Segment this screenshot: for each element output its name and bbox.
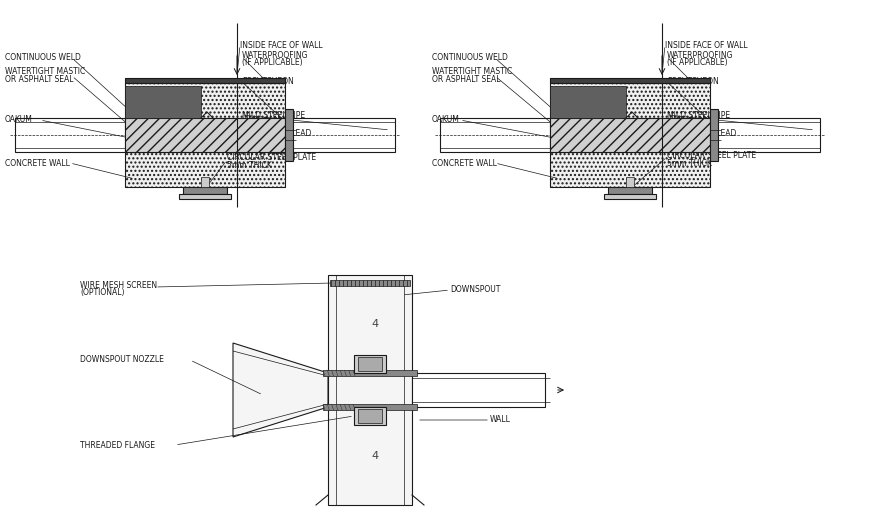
Text: OR ASPHALT SEAL: OR ASPHALT SEAL (5, 75, 74, 84)
Bar (440, 118, 550, 152)
Bar (125, 152, 285, 187)
Bar (358, 409, 382, 423)
Bar (710, 109, 718, 161)
Bar (354, 407, 386, 425)
Text: CONTINUOUS WELD: CONTINUOUS WELD (432, 53, 508, 62)
Bar (179, 194, 231, 199)
Bar (608, 187, 652, 194)
Text: 50mm DEEP LEAD: 50mm DEEP LEAD (242, 129, 312, 138)
Bar (323, 404, 417, 410)
Text: MILD STEEL PIPE: MILD STEEL PIPE (667, 111, 730, 119)
Bar (125, 83, 285, 118)
Bar (550, 152, 710, 187)
Text: CIRCULAR STEEL PLATE: CIRCULAR STEEL PLATE (227, 154, 316, 162)
Bar (550, 78, 710, 83)
Text: WALL: WALL (490, 416, 511, 424)
Bar (125, 78, 285, 83)
Bar (412, 373, 545, 407)
Bar (125, 118, 285, 152)
Bar (285, 118, 395, 152)
Text: (OPTIONAL): (OPTIONAL) (80, 288, 124, 297)
Text: 5mm THICK: 5mm THICK (227, 161, 272, 170)
Bar (15, 118, 125, 152)
Text: CONTINUOUS WELD: CONTINUOUS WELD (5, 53, 81, 62)
Text: (IF APPLICABLE): (IF APPLICABLE) (242, 58, 303, 68)
Text: INSIDE FACE OF WALL: INSIDE FACE OF WALL (240, 40, 323, 50)
Text: CIRCULAR STEEL PLATE: CIRCULAR STEEL PLATE (667, 151, 756, 160)
Bar (354, 355, 386, 373)
Text: CONCRETE WALL: CONCRETE WALL (5, 159, 70, 167)
Text: WATERTIGHT MASTIC: WATERTIGHT MASTIC (432, 68, 512, 76)
Text: OR ASPHALT SEAL: OR ASPHALT SEAL (432, 75, 501, 84)
Polygon shape (125, 86, 201, 118)
Bar (201, 177, 209, 187)
Bar (604, 194, 656, 199)
Bar (183, 187, 227, 194)
Text: 4: 4 (371, 319, 378, 329)
Bar (626, 177, 634, 187)
Bar (710, 118, 820, 152)
Text: WATERPROOFING: WATERPROOFING (667, 51, 734, 59)
Text: 5mm THICK: 5mm THICK (667, 159, 712, 167)
Text: OAKUM: OAKUM (5, 116, 33, 124)
Bar (550, 83, 710, 118)
Polygon shape (233, 343, 328, 437)
Polygon shape (550, 86, 626, 118)
Bar (323, 370, 417, 376)
Text: 4: 4 (371, 451, 378, 461)
Bar (358, 357, 382, 371)
Text: ESCUTCHEON: ESCUTCHEON (242, 77, 294, 87)
Bar (328, 275, 412, 505)
Text: WATERTIGHT MASTIC: WATERTIGHT MASTIC (5, 68, 85, 76)
Text: ESCUTCHEON: ESCUTCHEON (667, 77, 719, 87)
Text: MILD STEEL PIPE: MILD STEEL PIPE (242, 111, 305, 119)
Bar (285, 109, 293, 161)
Text: INSIDE FACE OF WALL: INSIDE FACE OF WALL (665, 40, 748, 50)
Text: WIRE MESH SCREEN: WIRE MESH SCREEN (80, 281, 158, 289)
Text: 50mm DEEP LEAD: 50mm DEEP LEAD (667, 129, 737, 138)
Text: WATERPROOFING: WATERPROOFING (242, 51, 309, 59)
Text: CONCRETE WALL: CONCRETE WALL (432, 159, 497, 167)
Text: (IF APPLICABLE): (IF APPLICABLE) (667, 58, 728, 68)
Text: OAKUM: OAKUM (432, 116, 460, 124)
Bar (330, 280, 410, 286)
Text: DOWNSPOUT: DOWNSPOUT (450, 286, 501, 294)
Text: DOWNSPOUT NOZZLE: DOWNSPOUT NOZZLE (80, 355, 164, 365)
Text: THREADED FLANGE: THREADED FLANGE (80, 440, 155, 450)
Bar (550, 118, 710, 152)
